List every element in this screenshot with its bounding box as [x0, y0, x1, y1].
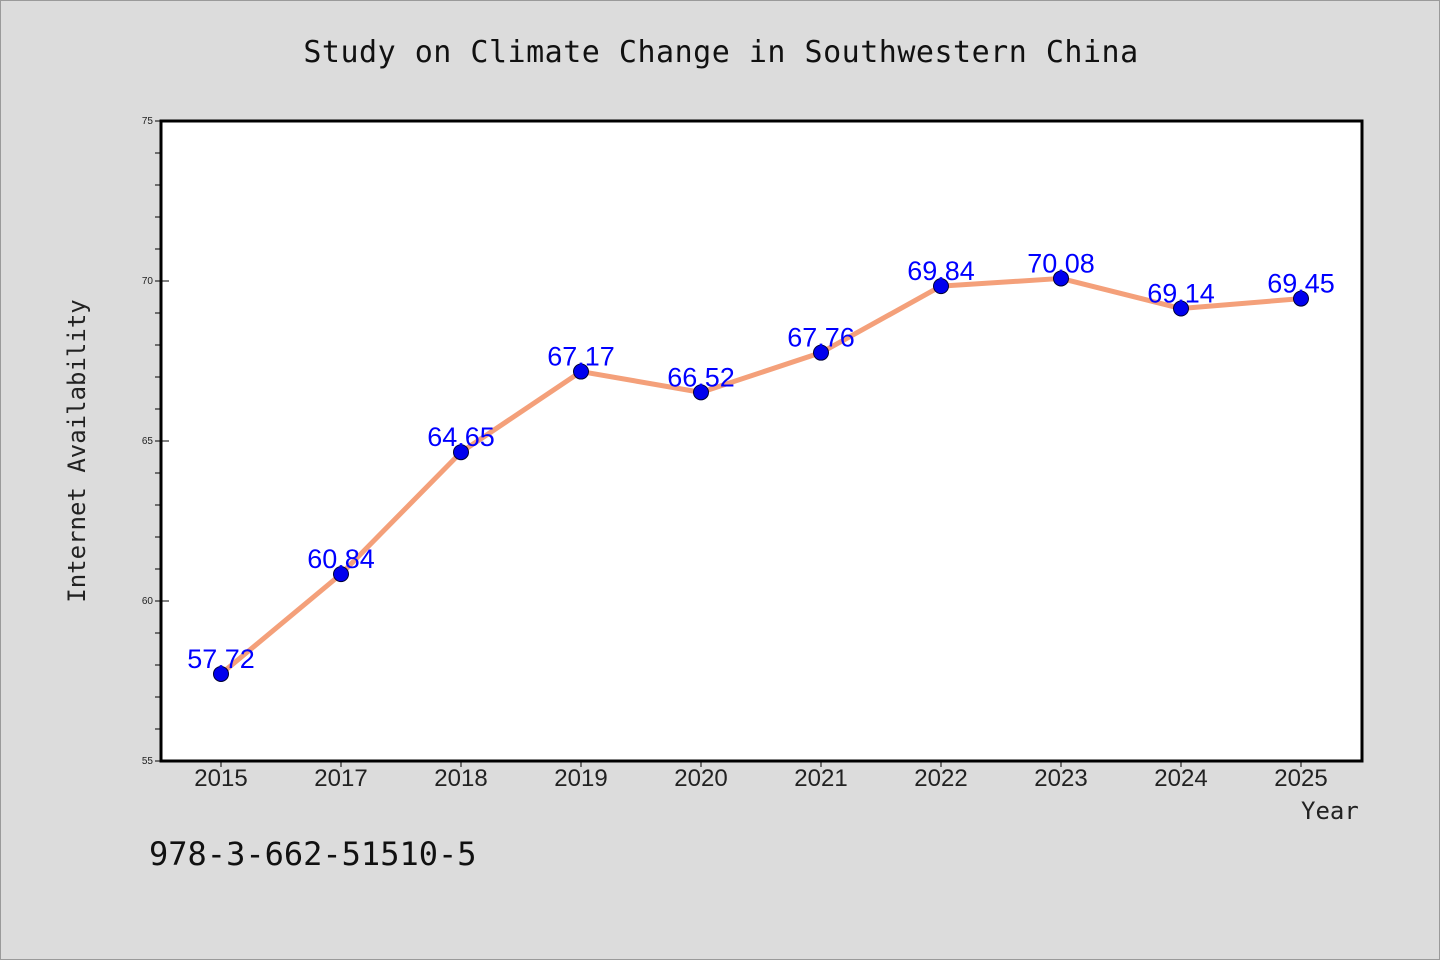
- chart-title: Study on Climate Change in Southwestern …: [303, 35, 1139, 70]
- data-point: [693, 384, 709, 401]
- data-label: 67.76: [787, 323, 855, 353]
- data-label: 69.45: [1267, 269, 1335, 299]
- data-label: 66.52: [667, 362, 735, 392]
- data-label: 60.84: [307, 544, 375, 574]
- y-tick-label: 75: [142, 116, 154, 127]
- data-label: 69.84: [907, 256, 975, 286]
- x-tick-label: 2024: [1154, 765, 1207, 792]
- x-tick-label: 2023: [1034, 765, 1087, 792]
- data-point: [813, 344, 829, 361]
- x-tick-label: 2021: [794, 765, 847, 792]
- x-tick-label: 2017: [314, 765, 367, 792]
- y-tick-label: 65: [142, 436, 154, 447]
- data-point: [1173, 300, 1189, 317]
- data-label: 70.08: [1027, 248, 1095, 278]
- data-point: [333, 566, 349, 583]
- footnote-isbn: 978-3-662-51510-5: [149, 835, 477, 873]
- plot-area: [161, 121, 1362, 761]
- x-tick-label: 2018: [434, 765, 487, 792]
- x-axis-label: Year: [1301, 797, 1359, 825]
- series-line: [218, 275, 1304, 677]
- y-tick-label: 60: [142, 596, 154, 607]
- x-tick-label: 2015: [194, 765, 247, 792]
- data-point: [1293, 290, 1309, 307]
- data-point: [933, 278, 949, 295]
- y-tick-label: 55: [142, 756, 154, 767]
- x-tick-label: 2022: [914, 765, 967, 792]
- plot-frame: [159, 119, 1364, 763]
- x-tick-label: 2025: [1274, 765, 1327, 792]
- data-label: 69.14: [1147, 279, 1215, 309]
- data-point: [213, 665, 229, 682]
- x-tick-label: 2019: [554, 765, 607, 792]
- data-label: 57.72: [187, 644, 255, 674]
- data-point: [1053, 270, 1069, 287]
- data-point: [573, 363, 589, 380]
- data-label: 67.17: [547, 342, 615, 372]
- y-tick-label: 70: [142, 276, 154, 287]
- x-tick-label: 2020: [674, 765, 727, 792]
- data-label: 64.65: [427, 422, 495, 452]
- data-point: [453, 444, 469, 461]
